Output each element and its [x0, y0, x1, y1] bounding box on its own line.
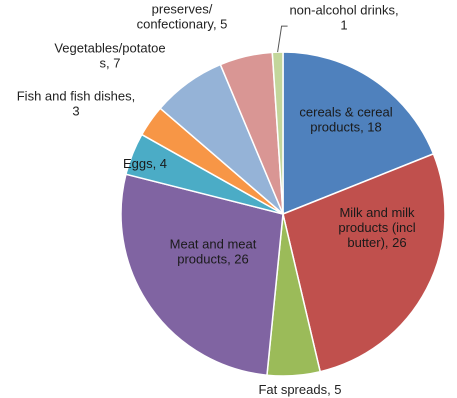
slice-label-line: Vegetables/potatoe	[54, 41, 165, 56]
slice-label-line: Milk and milk	[339, 205, 415, 220]
slice-label-line: Eggs, 4	[123, 156, 167, 171]
pie-slice-meat-and-meat-products	[120, 173, 284, 377]
slice-label-0: cereals & cereal products, 18	[299, 105, 392, 135]
slice-label-line: non-alcohol drinks,	[289, 3, 398, 18]
slice-label-line: s, 7	[100, 56, 121, 71]
slice-label-line: 3	[72, 104, 79, 119]
slice-label-line: products, 26	[177, 252, 249, 267]
leader-line-non-alcohol-drinks	[277, 25, 288, 53]
slice-label-line: Fish and fish dishes,	[17, 89, 136, 104]
slice-label-8: non-alcohol drinks, 1	[289, 3, 398, 33]
slice-label-line: butter), 26	[347, 235, 406, 250]
slice-labels: cereals & cereal products, 18 Milk and mil…	[17, 2, 416, 398]
slice-label-7: preserves/confectionary, 5	[137, 2, 228, 32]
slice-label-line: Fat spreads, 5	[258, 382, 341, 397]
slice-label-6: Vegetables/potatoe s, 7	[54, 41, 165, 71]
slice-label-line: Meat and meat	[170, 237, 257, 252]
slice-label-4: Eggs, 4	[123, 156, 167, 171]
pie-slice-milk-and-milk-products-incl-butter	[282, 152, 446, 373]
slice-label-line: cereals & cereal	[299, 105, 392, 120]
pie-slice-cereals-cereal-products	[282, 51, 435, 216]
slice-label-5: Fish and fish dishes, 3	[17, 89, 136, 119]
slice-label-1: Milk and milk products (incl butter), 26	[338, 205, 415, 250]
leader-lines	[277, 25, 288, 53]
slice-label-3: Meat and meat products, 26	[170, 237, 257, 267]
slice-label-2: Fat spreads, 5	[258, 382, 341, 397]
slice-label-line: confectionary, 5	[137, 17, 228, 32]
slice-label-line: products (incl	[338, 220, 415, 235]
slice-label-line: 1	[340, 18, 347, 33]
slice-label-line: preserves/	[152, 2, 213, 17]
pie-slices	[120, 51, 446, 377]
slice-label-line: products, 18	[310, 120, 382, 135]
